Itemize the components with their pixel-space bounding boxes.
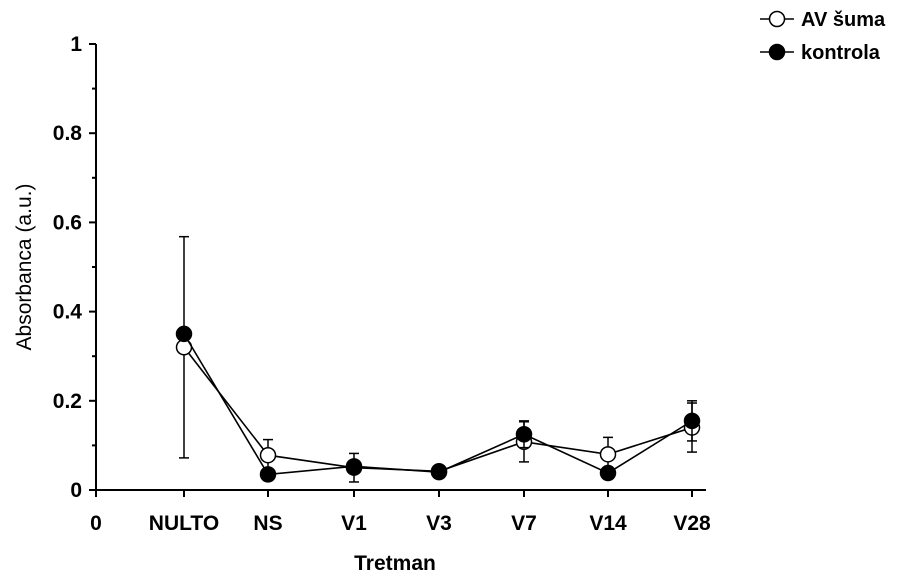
y-tick-label: 0.2 xyxy=(53,390,82,413)
x-tick-label: V1 xyxy=(341,512,367,535)
data-point-filled xyxy=(599,464,617,482)
legend-item: kontrola xyxy=(760,42,881,64)
data-point-filled xyxy=(515,426,533,443)
y-axis-title: Absorbanca (a.u.) xyxy=(13,184,36,351)
x-tick-label: NS xyxy=(253,512,282,535)
x-tick-label: NULTO xyxy=(149,512,219,535)
x-tick-label: V14 xyxy=(589,512,627,535)
data-point-filled xyxy=(175,325,193,343)
axes xyxy=(89,43,706,497)
data-point-open xyxy=(259,446,277,464)
y-tick-label: 1 xyxy=(70,33,82,56)
legend-item: AV šuma xyxy=(760,9,886,31)
x-tick-label: V7 xyxy=(511,512,537,535)
series-0 xyxy=(175,235,701,483)
x-tick-label: V3 xyxy=(426,512,452,535)
series-group xyxy=(175,235,701,483)
x-tick-labels: 0 NULTO NS V1 V3 V7 V14 V28 xyxy=(90,512,711,535)
x-axis-title: Tretman xyxy=(354,552,436,575)
data-point-open xyxy=(599,446,617,463)
legend-marker xyxy=(768,10,786,28)
legend-marker xyxy=(768,43,786,61)
y-tick-labels: 0 0.2 0.4 0.6 0.8 1 xyxy=(53,33,83,502)
data-point-filled xyxy=(259,466,277,483)
legend-label: kontrola xyxy=(801,42,881,64)
y-tick-label: 0.8 xyxy=(53,122,83,145)
x-tick-label: V28 xyxy=(673,512,711,535)
legend-label: AV šuma xyxy=(801,9,886,31)
data-point-filled xyxy=(430,463,448,481)
legend: AV šuma kontrola xyxy=(760,9,886,64)
x-tick-label-origin: 0 xyxy=(90,512,102,535)
y-tick-label: 0.6 xyxy=(53,211,82,234)
y-tick-label: 0.4 xyxy=(53,301,83,324)
data-point-filled xyxy=(345,458,363,475)
series-1 xyxy=(175,325,701,483)
data-point-filled xyxy=(683,412,701,430)
y-tick-label: 0 xyxy=(70,479,82,502)
